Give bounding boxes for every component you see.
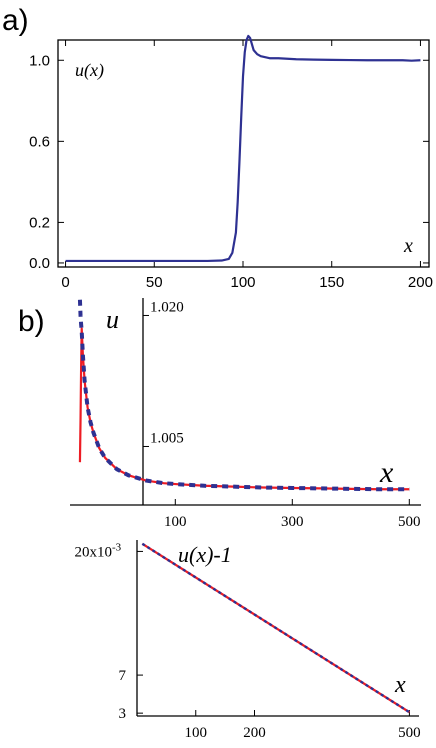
panel-b-label: b) bbox=[18, 305, 45, 338]
y-tick-label: 0.6 bbox=[29, 133, 50, 150]
x-tick-label: 100 bbox=[230, 274, 255, 291]
x-tick-label: 500 bbox=[398, 514, 421, 530]
series-line-solid bbox=[78, 327, 410, 491]
x-tick-label: 200 bbox=[408, 274, 433, 291]
panel-a-x-ticks: 0 50 100 150 200 bbox=[61, 40, 433, 291]
x-tick-label: 150 bbox=[319, 274, 344, 291]
y-tick-label: 1.0 bbox=[29, 52, 50, 69]
x-tick-label: 0 bbox=[61, 274, 69, 291]
x-tick-label: 100 bbox=[164, 514, 187, 530]
y-tick-label: 1.005 bbox=[150, 430, 184, 446]
panel-a-x-annotation: x bbox=[403, 235, 413, 257]
x-tick-label: 200 bbox=[243, 725, 266, 741]
panel-b-y-ticks: 1.005 1.020 bbox=[143, 299, 184, 447]
panel-b-series bbox=[77, 299, 410, 492]
panel-c-chart: u(x)-1 x 100 200 500 3 7 20x10 -3 bbox=[75, 540, 421, 741]
y-tick-label: 7 bbox=[119, 668, 127, 684]
series-line-dashed bbox=[77, 299, 410, 492]
series-line-solid bbox=[65, 34, 421, 263]
y-tick-label: 1.020 bbox=[150, 299, 184, 315]
y-tick-label: 3 bbox=[119, 706, 127, 722]
panel-c-x-annotation: x bbox=[394, 672, 406, 698]
panel-b-chart: b) u x 100 300 500 1.005 1.020 bbox=[18, 298, 421, 530]
panel-a-label: a) bbox=[2, 4, 29, 37]
panel-c-series bbox=[141, 542, 411, 714]
panel-b-x-ticks: 100 300 500 bbox=[164, 499, 421, 530]
x-tick-label: 300 bbox=[281, 514, 304, 530]
panel-c-x-ticks: 100 200 500 bbox=[185, 710, 421, 741]
panel-a-series bbox=[65, 34, 421, 263]
panel-a-y-ticks: 0.0 0.2 0.6 1.0 bbox=[29, 52, 429, 272]
panel-b-y-annotation: u bbox=[106, 305, 119, 334]
panel-c-y-annotation: u(x)-1 bbox=[178, 542, 232, 567]
panel-b-x-annotation: x bbox=[379, 456, 394, 489]
series-line-dashed bbox=[141, 542, 411, 714]
x-tick-label: 100 bbox=[185, 725, 208, 741]
y-tick-label: 0.2 bbox=[29, 214, 50, 231]
y-tick-label: 0.0 bbox=[29, 255, 50, 272]
panel-a-y-annotation: u(x) bbox=[75, 60, 104, 81]
panel-c-y-ticks: 3 7 20x10 -3 bbox=[75, 541, 143, 722]
panel-a-chart: a) u(x) x 0 50 100 150 200 0.0 0.2 0.6 1.0 bbox=[2, 4, 433, 291]
x-tick-label: 50 bbox=[146, 274, 163, 291]
x-tick-label: 500 bbox=[398, 725, 421, 741]
y-tick-label: 20x10 bbox=[75, 544, 113, 560]
y-tick-exponent: -3 bbox=[112, 541, 122, 553]
